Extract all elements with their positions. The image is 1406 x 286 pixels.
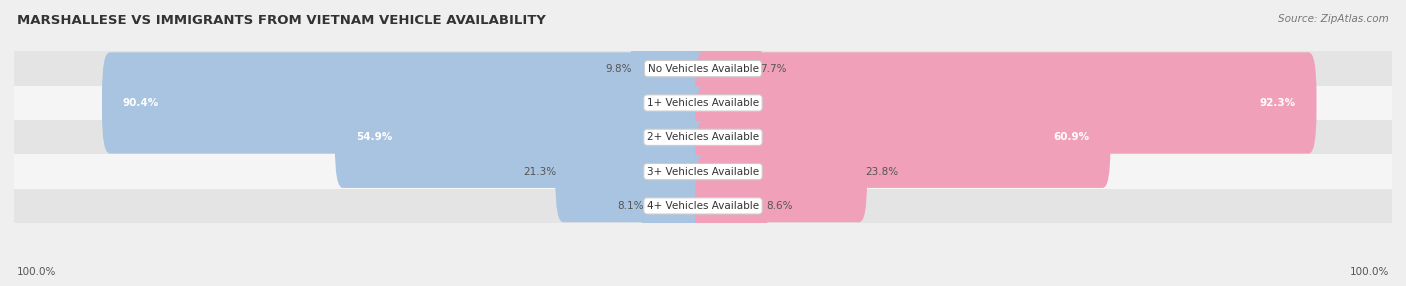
- FancyBboxPatch shape: [555, 121, 711, 222]
- Bar: [14, 154, 1392, 189]
- Text: 92.3%: 92.3%: [1260, 98, 1295, 108]
- Text: 100.0%: 100.0%: [17, 267, 56, 277]
- Text: 8.6%: 8.6%: [766, 201, 793, 211]
- Bar: [14, 51, 1392, 86]
- Text: 100.0%: 100.0%: [1350, 267, 1389, 277]
- Text: 2+ Vehicles Available: 2+ Vehicles Available: [647, 132, 759, 142]
- FancyBboxPatch shape: [695, 121, 868, 222]
- FancyBboxPatch shape: [695, 155, 768, 257]
- Text: 23.8%: 23.8%: [866, 167, 898, 176]
- Text: No Vehicles Available: No Vehicles Available: [648, 64, 758, 74]
- Text: 54.9%: 54.9%: [356, 132, 392, 142]
- Text: 3+ Vehicles Available: 3+ Vehicles Available: [647, 167, 759, 176]
- FancyBboxPatch shape: [695, 52, 1316, 154]
- FancyBboxPatch shape: [643, 155, 711, 257]
- Bar: [14, 189, 1392, 223]
- Text: 7.7%: 7.7%: [761, 64, 786, 74]
- Text: 1+ Vehicles Available: 1+ Vehicles Available: [647, 98, 759, 108]
- Text: 90.4%: 90.4%: [122, 98, 159, 108]
- FancyBboxPatch shape: [695, 87, 1111, 188]
- Text: MARSHALLESE VS IMMIGRANTS FROM VIETNAM VEHICLE AVAILABILITY: MARSHALLESE VS IMMIGRANTS FROM VIETNAM V…: [17, 14, 546, 27]
- Text: 8.1%: 8.1%: [617, 201, 644, 211]
- Bar: [14, 120, 1392, 154]
- Bar: [14, 86, 1392, 120]
- FancyBboxPatch shape: [103, 52, 711, 154]
- FancyBboxPatch shape: [335, 87, 711, 188]
- Text: Source: ZipAtlas.com: Source: ZipAtlas.com: [1278, 14, 1389, 24]
- FancyBboxPatch shape: [631, 18, 711, 119]
- Text: 21.3%: 21.3%: [523, 167, 557, 176]
- Text: 9.8%: 9.8%: [606, 64, 633, 74]
- Text: 4+ Vehicles Available: 4+ Vehicles Available: [647, 201, 759, 211]
- FancyBboxPatch shape: [695, 18, 762, 119]
- Text: 60.9%: 60.9%: [1053, 132, 1090, 142]
